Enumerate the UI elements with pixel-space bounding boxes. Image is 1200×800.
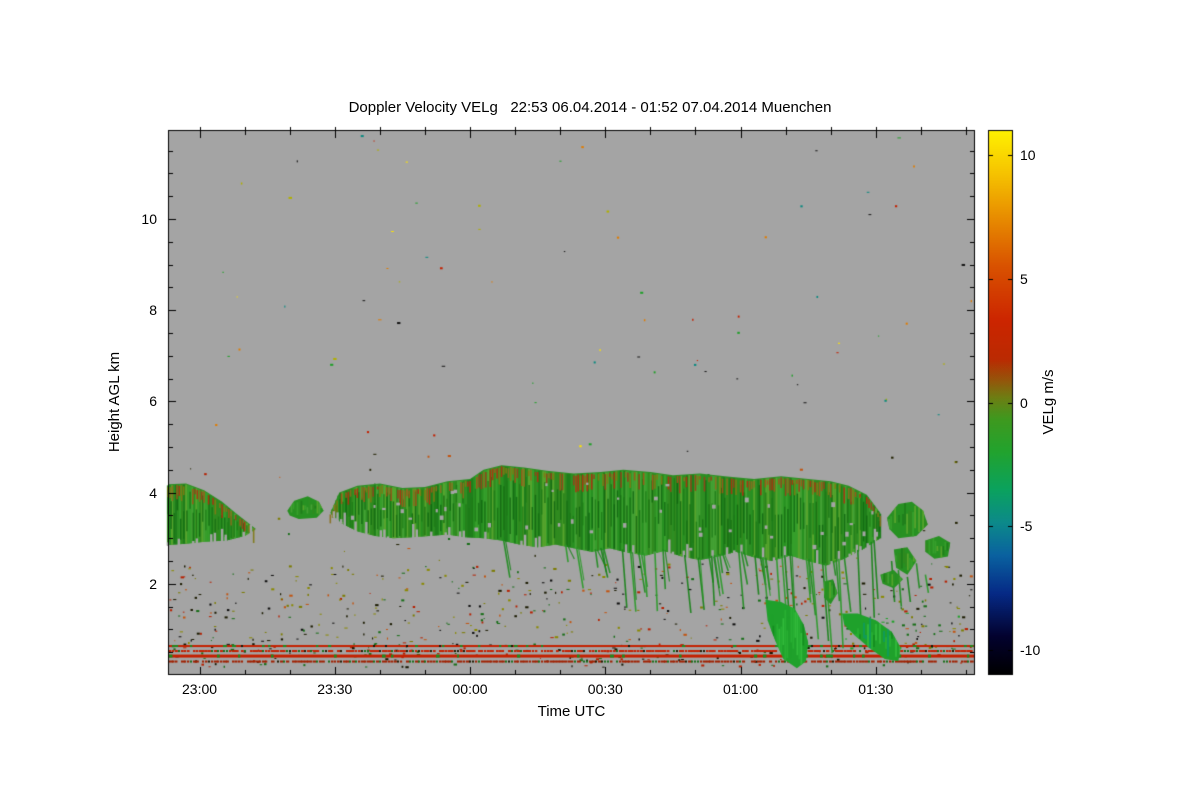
x-tick-label: 01:00 — [723, 681, 759, 697]
y-tick-label: 2 — [149, 575, 157, 592]
colorbar-tick-label: -5 — [1020, 518, 1033, 535]
colorbar-tick-label: 0 — [1020, 394, 1028, 411]
chart-title: Doppler Velocity VELg 22:53 06.04.2014 -… — [348, 99, 832, 116]
x-tick-label: 00:00 — [452, 681, 488, 697]
x-tick-label: 23:00 — [182, 681, 218, 697]
colorbar-tick-label: -10 — [1020, 642, 1041, 659]
x-tick-label: 01:30 — [858, 681, 894, 697]
y-tick-label: 4 — [149, 484, 157, 501]
x-axis-label: Time UTC — [537, 703, 606, 720]
y-tick-label: 10 — [141, 210, 157, 227]
colorbar-tick-label: 10 — [1020, 146, 1036, 163]
x-tick-label: 23:30 — [317, 681, 353, 697]
x-tick-label: 00:30 — [587, 681, 623, 697]
y-tick-label: 8 — [149, 302, 157, 319]
y-tick-label: 6 — [149, 393, 157, 410]
colorbar-tick-label: 5 — [1020, 270, 1028, 287]
